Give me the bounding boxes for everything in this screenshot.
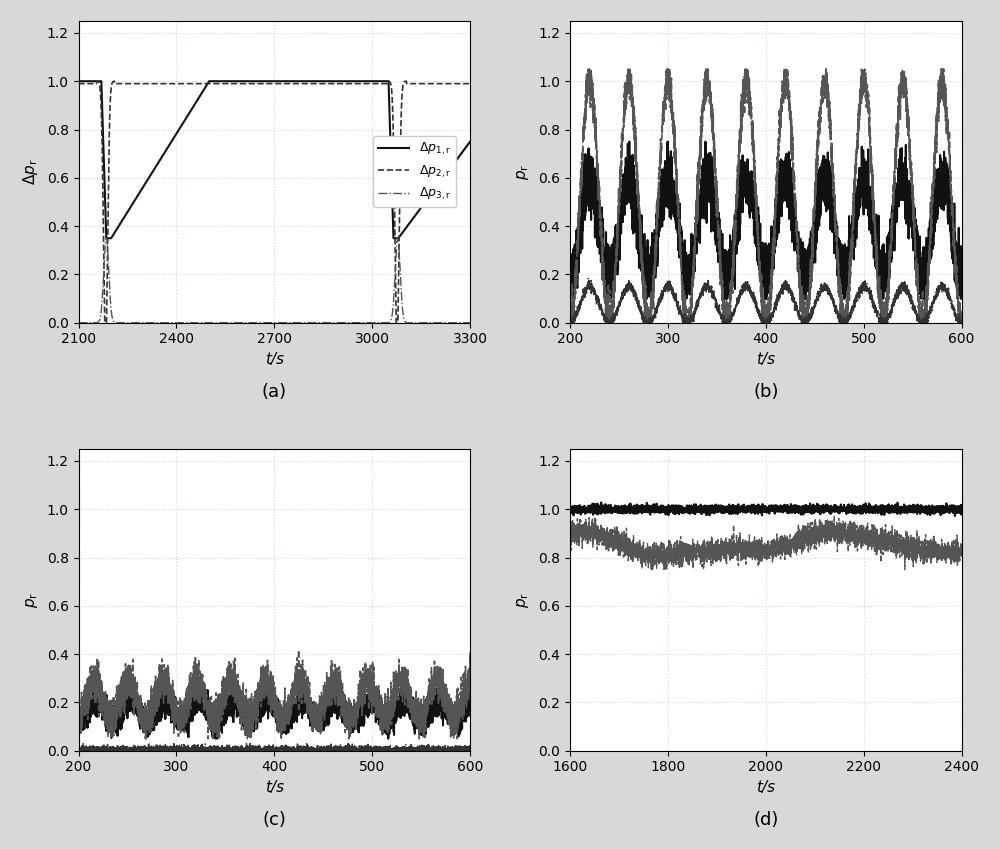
Text: (b): (b) (753, 383, 779, 401)
X-axis label: t/s: t/s (265, 352, 284, 367)
Text: (c): (c) (262, 811, 286, 829)
Text: (a): (a) (262, 383, 287, 401)
Text: (d): (d) (753, 811, 779, 829)
X-axis label: t/s: t/s (756, 780, 775, 795)
Y-axis label: $p_{\rm r}$: $p_{\rm r}$ (515, 164, 531, 180)
X-axis label: t/s: t/s (756, 352, 775, 367)
X-axis label: t/s: t/s (265, 780, 284, 795)
Legend: $\Delta p_{1,{\rm r}}$, $\Delta p_{2,{\rm r}}$, $\Delta p_{3,{\rm r}}$: $\Delta p_{1,{\rm r}}$, $\Delta p_{2,{\r… (373, 136, 456, 207)
Y-axis label: $p_{\rm r}$: $p_{\rm r}$ (515, 592, 531, 608)
Y-axis label: $\Delta p_{\rm r}$: $\Delta p_{\rm r}$ (21, 159, 40, 185)
Y-axis label: $p_{\rm r}$: $p_{\rm r}$ (24, 592, 40, 608)
